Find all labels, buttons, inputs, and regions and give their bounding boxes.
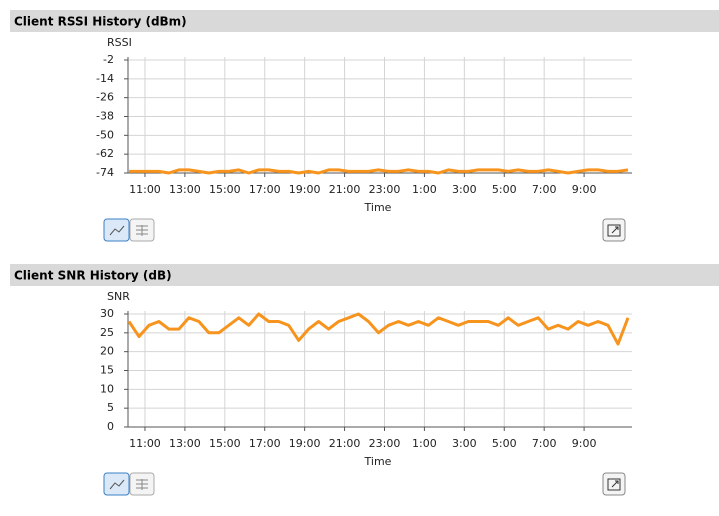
- x-tick-label: 1:00: [412, 183, 437, 196]
- data-line: [127, 312, 630, 346]
- x-tick-label: 17:00: [249, 183, 281, 196]
- y-axis-label: RSSI: [107, 36, 132, 49]
- x-tick-label: 13:00: [169, 437, 201, 450]
- y-tick-label: -50: [96, 128, 114, 141]
- y-tick-label: 30: [100, 307, 114, 320]
- x-tick-label: 23:00: [369, 183, 401, 196]
- x-tick-label: 21:00: [329, 437, 361, 450]
- popout-button[interactable]: [602, 218, 626, 242]
- chart-panel: Client SNR History (dB) SNR Time 30 25 20 15 10…: [10, 264, 719, 496]
- chart-panel: Client RSSI History (dBm) RSSI Time -2 -14 -2…: [10, 10, 719, 242]
- x-tick-label: 19:00: [289, 437, 321, 450]
- x-tick-label: 23:00: [369, 437, 401, 450]
- y-tick-label: -62: [96, 147, 114, 160]
- x-tick-label: 9:00: [572, 437, 597, 450]
- y-tick-label: -26: [96, 91, 114, 104]
- line-icon: [109, 479, 125, 490]
- x-axis-label: Time: [364, 455, 392, 468]
- table-icon: [136, 225, 148, 236]
- panel-title: Client RSSI History (dBm): [14, 15, 187, 29]
- data-line: [129, 168, 629, 175]
- y-tick-label: 20: [100, 345, 114, 358]
- panel-header: [10, 10, 719, 32]
- x-tick-label: 21:00: [329, 183, 361, 196]
- y-axis-label: SNR: [107, 290, 130, 303]
- x-tick-label: 15:00: [209, 183, 241, 196]
- x-tick-label: 7:00: [532, 437, 557, 450]
- x-tick-label: 11:00: [129, 183, 161, 196]
- x-tick-label: 9:00: [572, 183, 597, 196]
- line-icon: [109, 225, 125, 236]
- x-tick-label: 5:00: [492, 183, 517, 196]
- x-tick-label: 3:00: [452, 437, 477, 450]
- popout-icon: [607, 478, 621, 491]
- x-axis-label: Time: [364, 201, 392, 214]
- y-tick-label: 25: [100, 326, 114, 339]
- y-tick-label: -74: [96, 166, 114, 179]
- x-tick-label: 11:00: [129, 437, 161, 450]
- x-tick-label: 19:00: [289, 183, 321, 196]
- y-tick-label: 0: [107, 420, 114, 433]
- y-tick-label: 10: [100, 382, 114, 395]
- y-tick-label: -14: [96, 72, 114, 85]
- popout-button[interactable]: [602, 472, 626, 496]
- x-tick-label: 17:00: [249, 437, 281, 450]
- y-tick-label: -38: [96, 110, 114, 123]
- panel-title: Client SNR History (dB): [14, 269, 172, 283]
- panel-header: [10, 264, 719, 286]
- x-tick-label: 5:00: [492, 437, 517, 450]
- x-tick-label: 7:00: [532, 183, 557, 196]
- popout-icon: [607, 224, 621, 237]
- x-tick-label: 1:00: [412, 437, 437, 450]
- x-tick-label: 3:00: [452, 183, 477, 196]
- y-tick-label: 15: [100, 364, 114, 377]
- y-tick-label: 5: [107, 401, 114, 414]
- table-icon: [136, 479, 148, 490]
- x-tick-label: 15:00: [209, 437, 241, 450]
- y-tick-label: -2: [103, 53, 114, 66]
- x-tick-label: 13:00: [169, 183, 201, 196]
